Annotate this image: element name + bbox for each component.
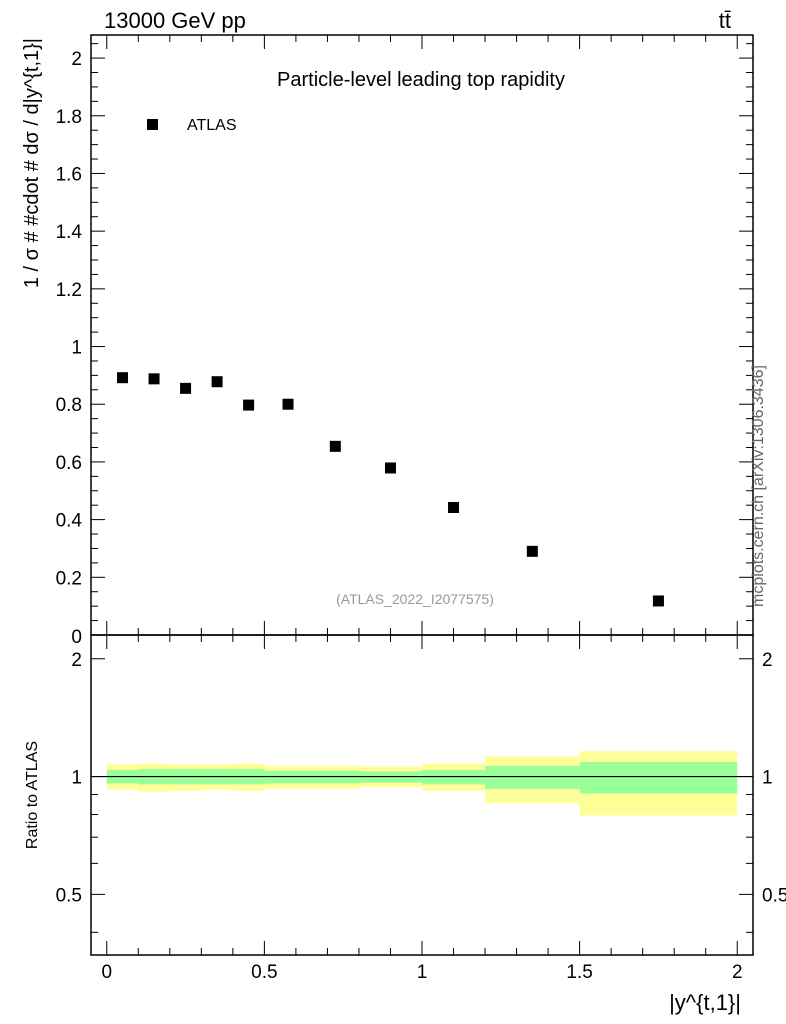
data-point	[148, 373, 160, 385]
y-tick-label: 0.6	[56, 453, 82, 474]
chart-title: Particle-level leading top rapidity	[277, 69, 565, 91]
ratio-y-tick-label-right: 1	[762, 768, 773, 789]
data-point	[329, 440, 341, 452]
data-point	[211, 376, 223, 388]
y-tick-label: 1.8	[56, 107, 82, 128]
ratio-y-tick-label-left: 0.5	[56, 885, 82, 906]
legend-entry-atlas: ATLAS	[187, 117, 237, 134]
ratio-y-tick-label-left: 1	[71, 768, 82, 789]
x-tick-labels: 0 0.5 1 1.5 2	[101, 962, 742, 983]
y-axis-label: 1 / σ # #cdot # dσ / d|y^{t,1}|	[21, 38, 43, 288]
data-point	[282, 398, 294, 410]
ratio-ticks	[91, 635, 753, 955]
ratio-band-stat	[579, 761, 738, 794]
data-point	[384, 462, 396, 474]
process-label: tt̄	[719, 8, 731, 33]
y-tick-label: 1.6	[56, 164, 82, 185]
main-ticks	[91, 35, 753, 636]
y-tick-label: 0.4	[56, 511, 83, 532]
x-tick-label: 0	[101, 962, 112, 983]
main-panel: 0.2 0.4 0.6 0.8 1 1.2 1.4 1.6 1.8 2 0 Particle-lev…	[21, 34, 754, 648]
data-point	[652, 595, 664, 607]
ratio-band-stat	[485, 765, 580, 789]
x-tick-label: 1	[417, 962, 428, 983]
energy-label: 13000 GeV pp	[104, 8, 246, 33]
source-watermark: mcplots.cern.ch [arXiv:1306.3436]	[750, 365, 767, 607]
data-point	[243, 399, 255, 411]
x-axis-label: |y^{t,1}|	[669, 990, 741, 1015]
analysis-annotation: (ATLAS_2022_I2077575)	[336, 591, 494, 607]
data-point	[180, 382, 192, 394]
data-points	[117, 372, 664, 607]
y-tick-label: 0.8	[56, 395, 82, 416]
y-tick-label: 2	[71, 49, 82, 70]
y-tick-label: 1	[71, 338, 82, 359]
x-tick-label: 0.5	[251, 962, 277, 983]
y-tick-label-zero: 0	[71, 627, 82, 648]
x-tick-label: 2	[732, 962, 743, 983]
y-tick-label: 1.4	[56, 222, 83, 243]
ratio-y-axis-label: Ratio to ATLAS	[24, 741, 41, 849]
ratio-y-tick-label-left: 2	[71, 650, 82, 671]
ratio-tick-labels: 0.5 0.5 1 1 2 2	[56, 650, 786, 907]
ratio-y-tick-label-right: 0.5	[762, 885, 786, 906]
ratio-panel: 0.5 0.5 1 1 2 2 Ratio to ATLAS	[24, 634, 786, 956]
legend-marker-atlas	[147, 119, 158, 130]
data-point	[526, 545, 538, 557]
data-point	[117, 372, 129, 384]
y-tick-label: 0.2	[56, 568, 82, 589]
y-tick-label: 1.2	[56, 280, 82, 301]
x-tick-label: 1.5	[566, 962, 592, 983]
ratio-y-tick-label-right: 2	[762, 650, 773, 671]
main-tick-labels: 0.2 0.4 0.6 0.8 1 1.2 1.4 1.6 1.8 2 0	[56, 49, 83, 648]
ratio-bands	[106, 751, 738, 816]
data-point	[448, 502, 460, 513]
